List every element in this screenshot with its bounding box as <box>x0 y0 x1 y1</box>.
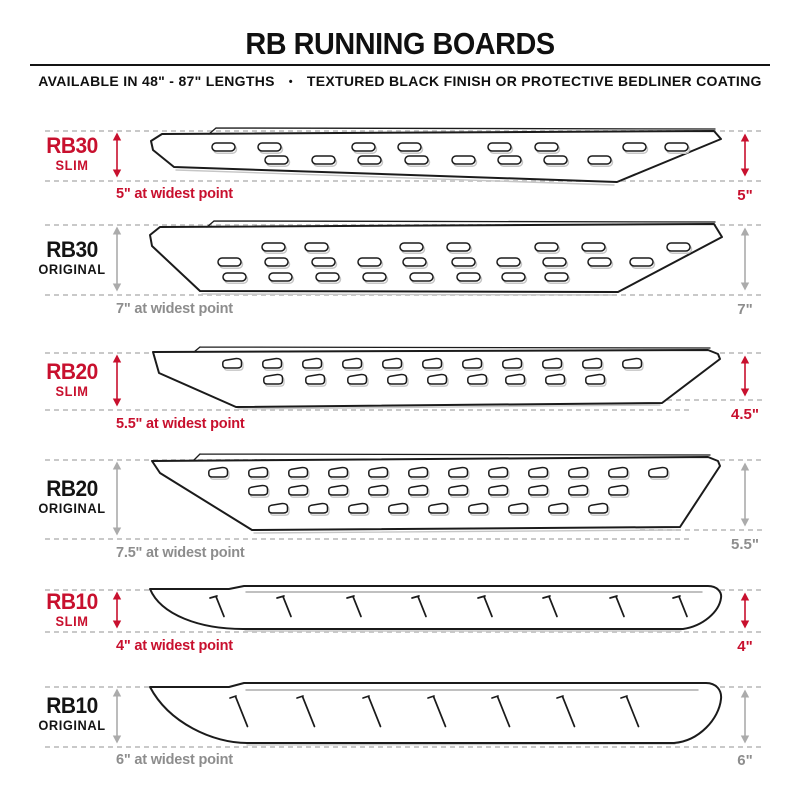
dimension-dashline <box>45 130 762 132</box>
subtitle: AVAILABLE IN 48" - 87" LENGTHS • TEXTURED … <box>0 73 800 89</box>
label-rb10-original: RB10 ORIGINAL <box>14 694 130 733</box>
measure-arrow <box>740 355 750 397</box>
label-rb20-original: RB20 ORIGINAL <box>14 477 130 516</box>
measure-arrow <box>112 132 122 178</box>
label-rb30-slim: RB30 SLIM <box>14 134 130 173</box>
rb20-slim-drawing <box>152 346 721 410</box>
measure-arrow <box>740 462 750 527</box>
title-divider <box>30 64 770 66</box>
end-measure: 4" <box>737 638 753 655</box>
model-name: RB10 <box>46 693 98 718</box>
end-measure: 6" <box>737 752 753 769</box>
rb30-original-drawing <box>149 220 723 296</box>
bullet-separator: • <box>288 76 293 88</box>
measure-arrow <box>112 688 122 744</box>
variant-name: ORIGINAL <box>38 262 106 278</box>
model-name: RB20 <box>46 476 98 501</box>
measure-arrow <box>740 689 750 744</box>
measure-arrow <box>740 592 750 629</box>
rb20-original-drawing <box>151 453 721 534</box>
end-measure: 7" <box>737 301 753 318</box>
dimension-dashline <box>45 746 762 748</box>
page-title: RB RUNNING BOARDS <box>245 26 555 61</box>
widest-point-note: 5" at widest point <box>116 186 233 202</box>
end-measure: 5.5" <box>731 536 759 553</box>
variant-name: SLIM <box>55 158 89 174</box>
widest-point-note: 6" at widest point <box>116 752 233 768</box>
measure-arrow <box>112 461 122 536</box>
rb10-original-drawing <box>149 682 723 746</box>
widest-point-note: 4" at widest point <box>116 638 233 654</box>
variant-name: SLIM <box>55 614 89 630</box>
subtitle-lengths: AVAILABLE IN 48" - 87" LENGTHS <box>38 73 275 89</box>
rb10-slim-drawing <box>149 585 723 632</box>
measure-arrow <box>112 591 122 629</box>
model-name: RB20 <box>46 359 98 384</box>
measure-arrow <box>112 226 122 292</box>
widest-point-note: 7" at widest point <box>116 301 233 317</box>
model-name: RB30 <box>46 237 98 262</box>
dimension-dashline <box>45 538 690 540</box>
end-measure: 4.5" <box>731 406 759 423</box>
model-name: RB30 <box>46 133 98 158</box>
variant-name: ORIGINAL <box>38 501 106 517</box>
label-rb10-slim: RB10 SLIM <box>14 590 130 629</box>
widest-point-note: 5.5" at widest point <box>116 416 245 432</box>
subtitle-finish: TEXTURED BLACK FINISH OR PROTECTIVE BEDL… <box>306 73 762 89</box>
variant-name: SLIM <box>55 384 89 400</box>
measure-arrow <box>112 354 122 407</box>
rb30-slim-drawing <box>150 127 722 186</box>
measure-arrow <box>740 227 750 291</box>
widest-point-note: 7.5" at widest point <box>116 545 245 561</box>
dimension-dashline <box>45 631 762 633</box>
dimension-dashline <box>45 409 690 411</box>
label-rb20-slim: RB20 SLIM <box>14 360 130 399</box>
dimension-dashline <box>45 180 762 182</box>
dimension-dashline <box>640 529 762 531</box>
end-measure: 5" <box>737 187 753 204</box>
dimension-dashline <box>640 399 762 401</box>
model-name: RB10 <box>46 589 98 614</box>
measure-arrow <box>740 133 750 177</box>
variant-name: ORIGINAL <box>38 718 106 734</box>
label-rb30-original: RB30 ORIGINAL <box>14 238 130 277</box>
